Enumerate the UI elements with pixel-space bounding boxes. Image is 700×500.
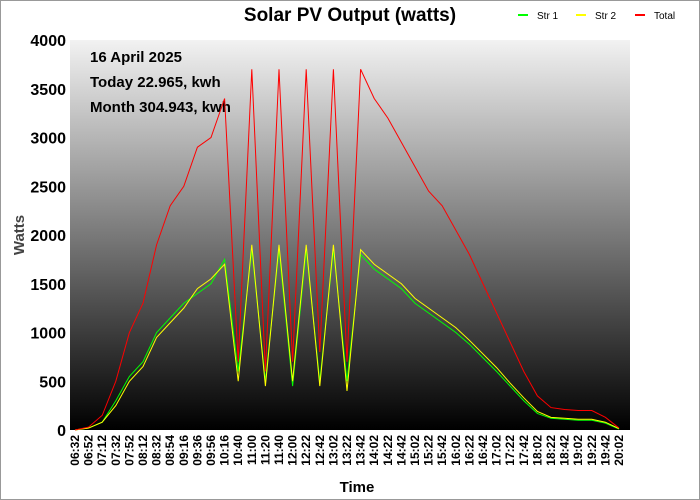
series-line-str-1	[74, 249, 620, 431]
x-tick-label: 15:02	[408, 435, 422, 466]
annotation-today: Today 22.965, kwh	[90, 74, 221, 91]
x-tick-label: 06:32	[68, 435, 82, 466]
y-tick-label: 0	[57, 423, 66, 440]
y-axis-label: Watts	[11, 215, 28, 255]
x-tick-label: 15:22	[422, 435, 436, 466]
series-line-str-2	[74, 244, 620, 431]
x-tick-label: 11:40	[272, 435, 286, 465]
x-tick-label: 11:00	[245, 435, 259, 465]
x-tick-label: 13:42	[354, 435, 368, 466]
x-tick-label: 14:22	[381, 435, 395, 466]
x-tick-label: 18:42	[558, 435, 572, 466]
x-axis-label: Time	[340, 479, 375, 496]
x-tick-label: 12:22	[299, 435, 313, 466]
x-tick-label: 08:54	[163, 435, 177, 466]
annotation-month: Month 304.943, kwh	[90, 99, 231, 116]
x-tick-label: 09:36	[190, 435, 204, 466]
x-tick-label: 10:16	[218, 435, 232, 466]
x-tick-label: 12:00	[286, 435, 300, 466]
x-tick-label: 09:56	[204, 435, 218, 466]
x-tick-label: 17:42	[517, 435, 531, 466]
y-tick-label: 1500	[30, 277, 66, 294]
x-tick-label: 19:02	[571, 435, 585, 466]
x-tick-label: 16:02	[449, 435, 463, 466]
x-tick-label: 07:52	[122, 435, 136, 466]
series-line-total	[74, 69, 620, 431]
x-tick-label: 07:32	[109, 435, 123, 466]
x-tick-label: 19:22	[585, 435, 599, 466]
y-tick-label: 2500	[30, 179, 66, 196]
x-tick-label: 20:02	[612, 435, 626, 466]
x-tick-label: 14:42	[394, 435, 408, 466]
x-tick-label: 16:22	[462, 435, 476, 466]
legend-label: Str 1	[537, 11, 559, 22]
legend-label: Total	[654, 11, 675, 22]
x-tick-label: 12:42	[313, 435, 327, 466]
y-tick-label: 4000	[30, 33, 66, 50]
x-tick-label: 16:42	[476, 435, 490, 466]
x-tick-label: 08:32	[150, 435, 164, 466]
x-tick-label: 13:02	[326, 435, 340, 466]
y-tick-label: 500	[39, 374, 66, 391]
x-tick-label: 13:22	[340, 435, 354, 466]
y-tick-label: 2000	[30, 228, 66, 245]
x-tick-label: 07:12	[95, 435, 109, 466]
legend-label: Str 2	[595, 11, 617, 22]
chart-title: Solar PV Output (watts)	[244, 5, 456, 26]
x-tick-label: 06:52	[82, 435, 96, 466]
x-tick-label: 17:02	[490, 435, 504, 466]
x-tick-label: 18:02	[530, 435, 544, 466]
x-tick-label: 15:42	[435, 435, 449, 466]
x-tick-label: 19:42	[598, 435, 612, 466]
x-tick-label: 08:12	[136, 435, 150, 466]
y-tick-label: 3500	[30, 82, 66, 99]
x-tick-label: 10:40	[231, 435, 245, 466]
y-tick-label: 1000	[30, 326, 66, 343]
x-tick-label: 14:02	[367, 435, 381, 466]
x-tick-label: 11:20	[258, 435, 272, 465]
x-tick-label: 17:22	[503, 435, 517, 466]
annotation-date: 16 April 2025	[90, 49, 182, 66]
x-tick-label: 09:16	[177, 435, 191, 466]
x-tick-label: 18:22	[544, 435, 558, 466]
y-tick-label: 3000	[30, 131, 66, 148]
